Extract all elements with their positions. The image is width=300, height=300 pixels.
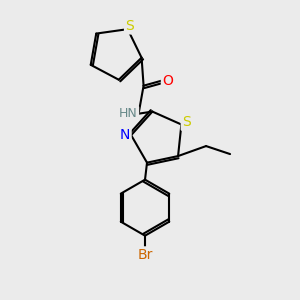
Text: S: S (125, 19, 134, 33)
Text: HN: HN (119, 107, 138, 120)
Text: Br: Br (137, 248, 153, 262)
Text: O: O (162, 74, 173, 88)
Text: S: S (182, 116, 191, 130)
Text: N: N (120, 128, 130, 142)
